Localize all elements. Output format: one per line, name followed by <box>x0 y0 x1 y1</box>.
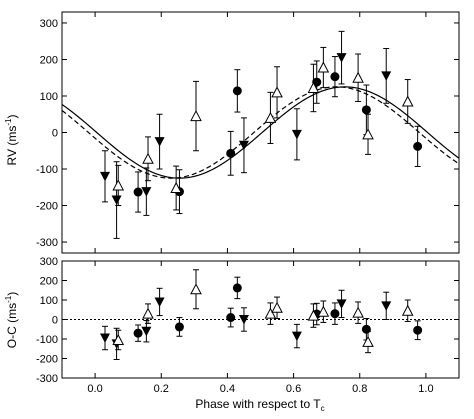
data-point-triangle-up <box>401 95 414 107</box>
residual-ytick-label: -200 <box>36 354 58 366</box>
data-point-triangle-up <box>142 307 154 319</box>
data-point-triangle-down <box>336 299 347 309</box>
data-point-circle <box>330 309 340 319</box>
data-point-triangle-up <box>112 179 125 191</box>
data-point-triangle-down <box>111 195 122 206</box>
data-point-circle <box>174 322 184 332</box>
data-point-triangle-down <box>100 333 111 344</box>
data-point-triangle-down <box>336 53 347 63</box>
data-point-circle <box>330 72 340 82</box>
residual-panel: -300 -200 -100 0 100 200 300 0.0 0.2 0.4 0.6 0.8 1.0 <box>36 256 460 395</box>
data-point-circle <box>133 187 143 197</box>
data-point-triangle-up <box>190 109 202 122</box>
data-point-triangle-up <box>352 306 364 318</box>
data-point-triangle-down <box>381 71 392 81</box>
data-point-triangle-down <box>100 171 111 182</box>
data-point-circle <box>232 283 242 293</box>
residual-ytick-label: 300 <box>40 256 58 268</box>
rv-ylabel: RV (ms-1) <box>4 115 19 166</box>
rv-ytick-label: 100 <box>40 91 58 103</box>
data-point-triangle-up <box>271 86 283 98</box>
data-point-triangle-up <box>271 301 283 313</box>
data-point-circle <box>361 105 371 115</box>
data-point-triangle-down <box>141 326 152 337</box>
residual-xtick-label: 0.2 <box>154 383 169 395</box>
x-axis-label: Phase with respect to Tc <box>195 397 324 413</box>
data-point-triangle-up <box>317 305 330 317</box>
data-point-triangle-up <box>307 81 320 93</box>
data-point-triangle-down <box>154 137 165 147</box>
data-point-triangle-up <box>170 181 182 194</box>
data-point-triangle-down <box>291 331 302 342</box>
data-point-circle <box>232 86 242 96</box>
rv-ytick-label: 0 <box>52 128 58 140</box>
data-point-triangle-down <box>238 140 249 151</box>
data-point-triangle-up <box>352 71 364 83</box>
residual-ytick-label: 100 <box>40 295 58 307</box>
data-point-triangle-up <box>112 333 125 345</box>
rv-ytick-label: -100 <box>36 164 58 176</box>
data-point-triangle-down <box>238 315 249 325</box>
data-point-triangle-up <box>264 307 277 319</box>
rv-frame <box>61 11 460 254</box>
residual-xtick-label: 0.8 <box>352 383 367 395</box>
data-point-triangle-down <box>154 297 165 307</box>
data-point-circle <box>361 324 371 334</box>
residual-ylabel: O-C (ms-1) <box>4 292 19 348</box>
model-curve-dashed <box>61 86 460 179</box>
rv-ytick-label: -200 <box>36 201 58 213</box>
data-point-triangle-up <box>317 61 330 73</box>
residual-xtick-label: 1.0 <box>418 383 433 395</box>
data-point-circle <box>413 325 423 335</box>
data-point-triangle-down <box>291 129 302 140</box>
rv-ytick-label: 300 <box>40 18 58 30</box>
data-point-triangle-down <box>141 187 152 197</box>
rv-ytick-label: -300 <box>36 237 58 249</box>
data-point-triangle-up <box>264 111 277 123</box>
data-point-triangle-up <box>142 152 154 164</box>
residual-xtick-label: 0.0 <box>87 383 102 395</box>
data-point-triangle-up <box>362 335 374 347</box>
residual-ytick-label: 200 <box>40 276 58 288</box>
data-point-triangle-up <box>401 304 414 316</box>
residual-xtick-label: 0.4 <box>220 383 235 395</box>
data-point-circle <box>226 148 236 158</box>
residual-ytick-label: -100 <box>36 334 58 346</box>
residual-xtick-label: 0.6 <box>286 383 301 395</box>
data-point-circle <box>133 328 143 338</box>
data-point-triangle-up <box>190 283 202 295</box>
data-point-triangle-up <box>307 309 320 321</box>
data-point-triangle-up <box>362 128 374 140</box>
rv-panel: -300 -200 -100 0 100 200 300 <box>36 11 460 254</box>
data-point-triangle-down <box>381 301 392 311</box>
residual-ytick-label: -300 <box>36 373 58 385</box>
residual-ytick-label: 0 <box>52 315 58 327</box>
data-point-circle <box>226 313 236 323</box>
data-point-circle <box>413 141 423 151</box>
rv-ytick-label: 200 <box>40 54 58 66</box>
model-curve-solid <box>61 86 460 179</box>
